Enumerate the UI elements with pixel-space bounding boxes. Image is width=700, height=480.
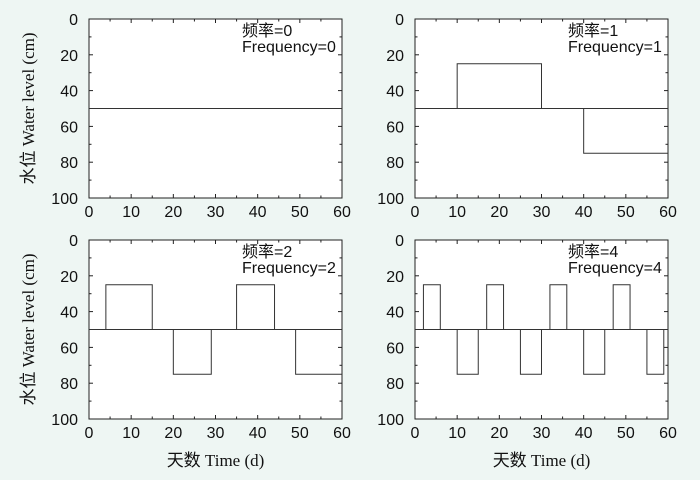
y-tick-label: 100: [377, 191, 404, 208]
chart-panel-3: 0 20 40 60 80 100 0 10 20 30 40 50 60 频率=2Frequency=2…: [19, 233, 351, 470]
x-axis-title: 天数 Time (d): [167, 451, 265, 470]
water-level-series-2: [583, 108, 668, 154]
x-tick-label: 50: [291, 204, 309, 221]
y-tick-label: 60: [386, 340, 404, 357]
x-axis-title: 天数 Time (d): [493, 451, 591, 470]
y-tick-label: 60: [60, 340, 78, 357]
water-level-series-1: [456, 63, 542, 109]
y-tick-label: 40: [60, 305, 78, 322]
x-tick-label: 60: [333, 425, 351, 442]
y-tick-label: 60: [60, 119, 78, 136]
y-tick-label: 0: [69, 12, 78, 29]
y-tick-label: 20: [60, 48, 78, 65]
x-tick-label: 60: [659, 425, 677, 442]
x-tick-label: 30: [533, 204, 551, 221]
x-tick-label: 50: [617, 425, 635, 442]
x-tick-label: 30: [207, 204, 225, 221]
x-tick-label: 40: [249, 204, 267, 221]
x-tick-label: 60: [333, 204, 351, 221]
frequency-label-en: Frequency=4: [568, 260, 662, 277]
x-tick-label: 10: [122, 204, 140, 221]
y-tick-label: 100: [377, 412, 404, 429]
y-tick-label: 100: [51, 191, 78, 208]
frequency-label-en: Frequency=1: [568, 39, 662, 56]
x-tick-label: 20: [490, 425, 508, 442]
y-tick-label: 60: [386, 119, 404, 136]
x-tick-label: 60: [659, 204, 677, 221]
chart-panel-4: 0 20 40 60 80 100 0 10 20 30 40 50 60 频率=4Frequency=4…: [377, 233, 677, 470]
y-tick-label: 40: [386, 84, 404, 101]
water-level-series-1: [105, 284, 153, 330]
x-tick-label: 0: [85, 425, 94, 442]
x-tick-label: 20: [490, 204, 508, 221]
x-tick-label: 40: [575, 425, 593, 442]
water-level-series-3: [236, 284, 276, 330]
water-level-series-4: [295, 329, 342, 375]
x-tick-label: 30: [207, 425, 225, 442]
x-tick-label: 10: [122, 425, 140, 442]
y-tick-label: 80: [60, 155, 78, 172]
y-tick-label: 40: [60, 84, 78, 101]
y-tick-label: 80: [386, 376, 404, 393]
frequency-label-cn: 频率=1: [568, 22, 618, 40]
frequency-label-en: Frequency=0: [242, 39, 336, 56]
y-tick-label: 20: [386, 48, 404, 65]
x-tick-label: 0: [411, 204, 420, 221]
chart-panel-1: 0 20 40 60 80 100 0 10 20 30 40 50 60 频率=0Frequency=0…: [19, 12, 351, 221]
x-tick-label: 40: [575, 204, 593, 221]
x-tick-label: 20: [164, 204, 182, 221]
frequency-label-en: Frequency=2: [242, 260, 336, 277]
x-tick-label: 0: [85, 204, 94, 221]
y-tick-label: 20: [386, 269, 404, 286]
frequency-label-cn: 频率=4: [568, 243, 618, 261]
x-tick-label: 50: [291, 425, 309, 442]
water-level-series-1: [415, 284, 668, 375]
y-tick-label: 40: [386, 305, 404, 322]
x-tick-label: 30: [533, 425, 551, 442]
x-tick-label: 10: [448, 425, 466, 442]
frequency-label-cn: 频率=2: [242, 243, 292, 261]
y-tick-label: 0: [395, 233, 404, 250]
y-axis-title: 水位 Water level (cm): [19, 32, 38, 184]
y-tick-label: 100: [51, 412, 78, 429]
x-tick-label: 40: [249, 425, 267, 442]
y-tick-label: 0: [69, 233, 78, 250]
y-tick-label: 20: [60, 269, 78, 286]
x-tick-label: 20: [164, 425, 182, 442]
water-level-series-2: [172, 329, 212, 375]
x-tick-label: 50: [617, 204, 635, 221]
x-tick-label: 0: [411, 425, 420, 442]
frequency-label-cn: 频率=0: [242, 22, 292, 40]
y-tick-label: 0: [395, 12, 404, 29]
y-axis-title: 水位 Water level (cm): [19, 253, 38, 405]
y-tick-label: 80: [60, 376, 78, 393]
x-tick-label: 10: [448, 204, 466, 221]
y-tick-label: 80: [386, 155, 404, 172]
